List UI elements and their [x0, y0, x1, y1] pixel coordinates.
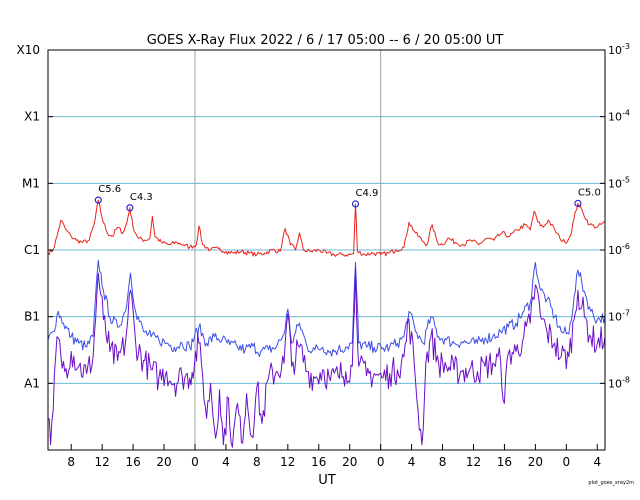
x-tick-label: 4	[222, 455, 230, 469]
flare-class-labels: X10 X1 M1 C1 B1 A1	[17, 43, 53, 390]
x-tick-label: 16	[125, 455, 140, 469]
flux-exponent-label: 10-5	[608, 175, 630, 190]
flare-label: C4.3	[130, 192, 153, 203]
flare-class-label: B1	[24, 310, 40, 324]
x-tick-label: 16	[311, 455, 326, 469]
x-tick-label: 20	[528, 455, 543, 469]
flux-series	[47, 199, 606, 448]
flux-exponent-label: 10-8	[608, 375, 630, 390]
flare-marker	[351, 200, 360, 208]
flux-series-line	[47, 199, 606, 257]
x-tick-label: 16	[497, 455, 512, 469]
flux-series-line	[47, 259, 606, 357]
flare-class-label: X10	[17, 43, 41, 57]
x-axis-label: UT	[318, 473, 336, 488]
x-axis-ticks: 8 12 16 20 0 4 8 12 16 20 0 4 8 12 16 20 0 4	[67, 444, 601, 469]
x-tick-label: 20	[156, 455, 171, 469]
plot-credit: plot_goes_xray2m	[588, 480, 634, 486]
x-tick-label: 4	[408, 455, 416, 469]
x-tick-label: 12	[466, 455, 481, 469]
flare-marker	[574, 199, 582, 208]
flux-exponent-label: 10-7	[608, 309, 630, 324]
flare-marker	[94, 196, 102, 204]
flux-exponent-label: 10-3	[608, 42, 630, 57]
x-tick-label: 8	[253, 455, 261, 469]
horizontal-grid	[48, 116, 605, 384]
x-tick-label: 8	[67, 455, 75, 469]
flux-series-line	[47, 269, 606, 448]
flare-annotations: C5.6 C4.3 C4.9 C5.0	[94, 184, 601, 212]
flare-class-label: X1	[24, 110, 40, 124]
flare-class-label: M1	[22, 176, 40, 190]
flare-label: C5.6	[98, 184, 121, 195]
x-tick-label: 0	[191, 455, 199, 469]
x-tick-label: 12	[95, 455, 110, 469]
x-tick-label: 8	[439, 455, 447, 469]
day-boundary-lines	[194, 50, 382, 450]
flare-class-label: A1	[24, 376, 40, 390]
x-tick-label: 4	[593, 455, 601, 469]
x-tick-label: 0	[377, 455, 385, 469]
flux-exponent-label: 10-4	[608, 109, 630, 124]
chart-title: GOES X-Ray Flux 2022 / 6 / 17 05:00 -- 6…	[147, 33, 504, 48]
flux-exponent-labels: 10-3 10-4 10-5 10-6 10-7 10-8	[600, 42, 630, 390]
x-tick-label: 12	[280, 455, 295, 469]
x-tick-label: 20	[342, 455, 357, 469]
flare-label: C4.9	[356, 188, 379, 199]
flux-exponent-label: 10-6	[608, 242, 630, 257]
x-tick-label: 0	[562, 455, 570, 469]
flare-class-label: C1	[24, 243, 40, 257]
flare-label: C5.0	[578, 187, 601, 198]
flare-marker	[126, 204, 134, 212]
